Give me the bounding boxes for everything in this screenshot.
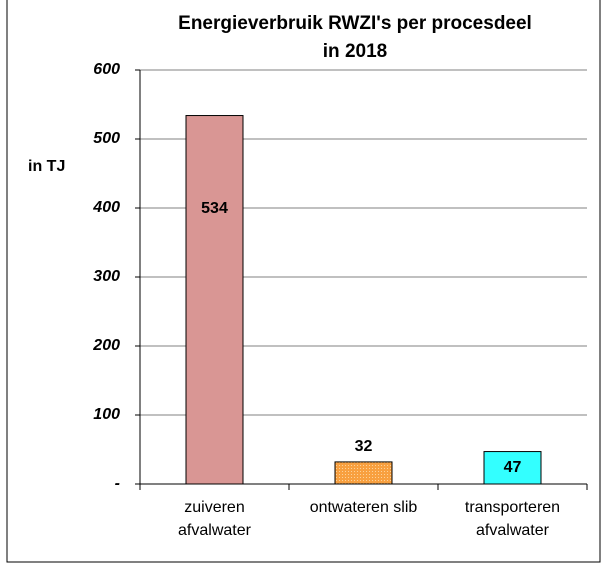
x-tick-label: ontwateren slib	[310, 499, 418, 516]
chart-title: Energieverbruik RWZI's per procesdeel	[178, 13, 532, 34]
x-tick-label: zuiveren	[184, 499, 244, 516]
bar	[334, 461, 393, 485]
data-label: 47	[504, 459, 522, 476]
y-tick-label: 400	[92, 199, 120, 216]
bar	[483, 451, 542, 485]
bar	[185, 115, 244, 485]
x-tick-label: transporteren	[465, 499, 560, 516]
y-tick-label: 200	[92, 337, 120, 354]
y-tick-label: 300	[93, 268, 120, 285]
y-tick-label: 500	[93, 130, 120, 147]
y-tick-label: -	[115, 475, 120, 492]
x-tick-label: afvalwater	[476, 522, 550, 539]
data-label: 534	[201, 200, 228, 217]
y-tick-label: 100	[93, 406, 120, 423]
data-label: 32	[355, 438, 373, 455]
y-axis-label: in TJ	[28, 158, 65, 175]
x-tick-label: afvalwater	[178, 522, 252, 539]
frame	[6, 0, 601, 563]
chart-title: in 2018	[323, 41, 387, 62]
y-tick-label: 600	[93, 61, 120, 78]
